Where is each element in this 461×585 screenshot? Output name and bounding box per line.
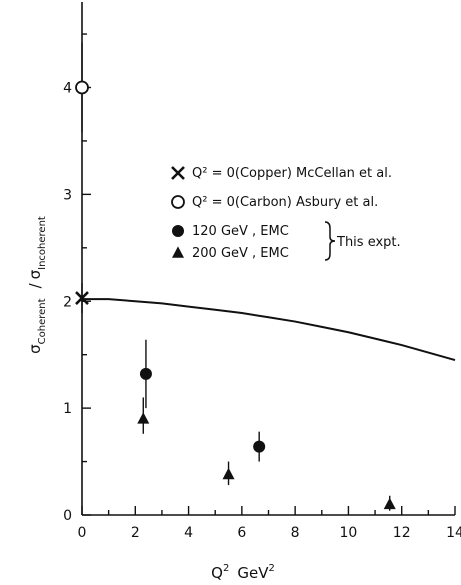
x-tick-label: 0 [78, 525, 87, 541]
legend-marker-1 [171, 195, 185, 209]
legend-label-3: 200 GeV , EMC [192, 246, 289, 261]
legend-marker-2 [172, 225, 184, 237]
y-label-sub-2: Incoherent [37, 216, 48, 270]
y-tick-label: 3 [63, 187, 72, 203]
legend-label-2: 120 GeV , EMC [192, 224, 289, 239]
x-axis-label-unit-sup: 2 [268, 563, 274, 574]
legend-brace [324, 221, 336, 261]
x-axis-label-unit: GeV [237, 564, 269, 582]
x-tick-label: 10 [340, 525, 358, 541]
y-tick-label: 0 [63, 508, 72, 524]
y-axis-label-text: σCoherent/σIncoherent [26, 216, 48, 354]
y-tick-label: 2 [63, 294, 72, 310]
data-point-s3-p0 [137, 412, 150, 424]
curve-layer [82, 298, 456, 361]
y-tick-label: 4 [63, 81, 72, 97]
x-axis-label: Q2 GeV2 [211, 563, 275, 582]
y-label-sub-1: Coherent [37, 298, 48, 344]
x-axis-label-base: Q [211, 564, 223, 582]
x-axis-label-sup: 2 [223, 563, 229, 574]
legend-label-0: Q² = 0(Copper) McCellan et al. [192, 166, 392, 181]
points [75, 42, 396, 511]
y-label-sigma-2: σ [26, 269, 44, 279]
legend: Q² = 0(Copper) McCellan et al. Q² = 0(Car… [171, 166, 401, 261]
data-point-s0-p0 [75, 291, 89, 305]
x-tick-label: 14 [446, 525, 461, 541]
legend-marker-0 [171, 166, 185, 180]
data-point-s2-p0 [139, 367, 152, 380]
x-tick-label: 8 [291, 525, 300, 541]
x-tick-label: 4 [184, 525, 193, 541]
data-point-s1-p0 [75, 80, 89, 95]
model-curve [82, 298, 456, 361]
data-point-s2-p1 [253, 440, 266, 453]
legend-marker-3 [172, 246, 184, 258]
x-tick-label: 12 [393, 525, 411, 541]
data-point-s3-p1 [222, 467, 235, 480]
legend-group-label: This expt. [336, 235, 401, 250]
data-point-s3-p2 [383, 497, 396, 510]
x-tick-label: 6 [237, 525, 246, 541]
y-label-sigma-1: σ [26, 344, 44, 354]
x-tick-label: 2 [131, 525, 140, 541]
legend-label-1: Q² = 0(Carbon) Asbury et al. [192, 195, 378, 210]
y-tick-label: 1 [63, 401, 72, 417]
y-label-sep: / [26, 282, 44, 288]
y-axis-label: σCoherent/σIncoherent [26, 216, 48, 354]
